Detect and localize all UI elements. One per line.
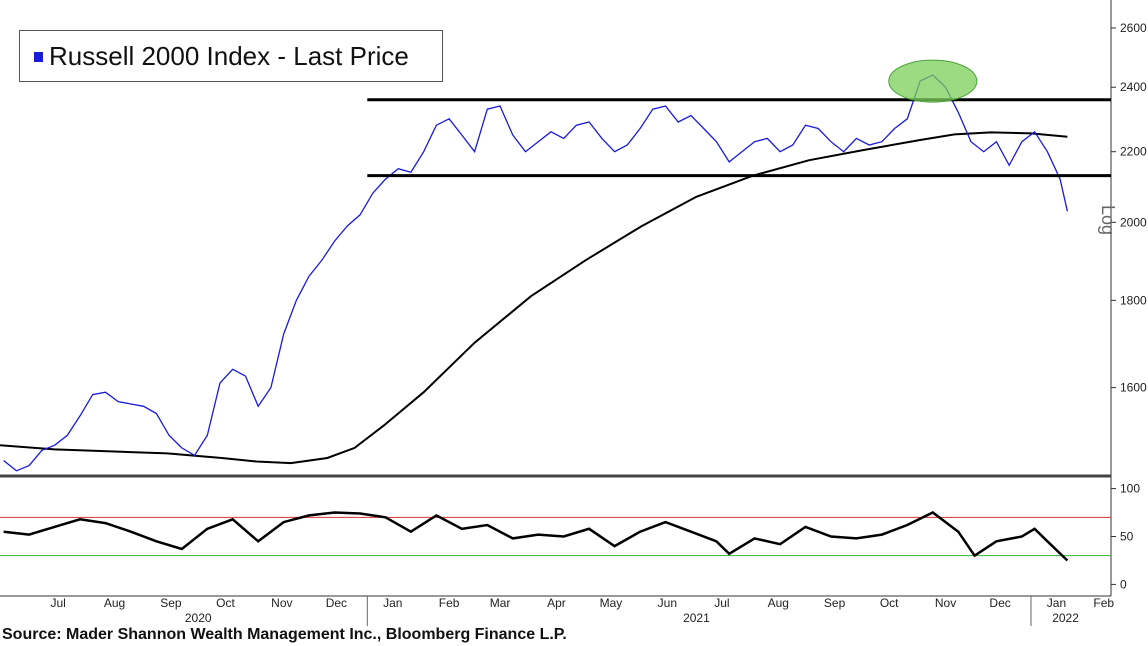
y-tick-label: 1800 — [1120, 293, 1147, 307]
x-tick-label: Sep — [160, 596, 182, 610]
x-tick-label: Dec — [989, 596, 1010, 610]
y-tick-label: 2400 — [1120, 80, 1147, 94]
x-tick-label: Aug — [104, 596, 125, 610]
osc-y-tick-label: 0 — [1120, 577, 1127, 591]
y-tick-label: 1600 — [1120, 381, 1147, 395]
x-tick-label: Jul — [714, 596, 729, 610]
x-tick-label: Jul — [51, 596, 66, 610]
moving-average-line — [0, 131, 1068, 465]
x-year-label: 2020 — [185, 611, 212, 625]
x-year-label: 2022 — [1052, 611, 1079, 625]
x-tick-label: Feb — [1093, 596, 1114, 610]
source-note: Source: Mader Shannon Wealth Management … — [2, 626, 567, 643]
x-tick-label: Oct — [216, 596, 235, 610]
x-tick-label: Jan — [1047, 596, 1066, 610]
x-tick-label: Nov — [935, 596, 956, 610]
y-tick-label: 2600 — [1120, 21, 1147, 35]
oscillator-line — [3, 511, 1069, 562]
osc-y-tick-label: 100 — [1120, 482, 1140, 496]
x-tick-label: Dec — [326, 596, 347, 610]
legend-swatch — [34, 52, 43, 62]
x-tick-label: Apr — [547, 596, 566, 610]
y-tick-label: 2200 — [1120, 145, 1147, 159]
x-tick-label: Sep — [824, 596, 846, 610]
x-tick-label: Jan — [383, 596, 402, 610]
x-tick-label: Mar — [490, 596, 511, 610]
osc-y-tick-label: 50 — [1120, 530, 1134, 544]
x-tick-label: May — [600, 596, 623, 610]
x-tick-label: Aug — [768, 596, 789, 610]
x-tick-label: Jun — [658, 596, 677, 610]
legend-label: Russell 2000 Index - Last Price — [49, 41, 409, 71]
y-tick-label: 2000 — [1120, 215, 1147, 229]
price-line — [3, 74, 1069, 472]
legend: Russell 2000 Index - Last Price — [19, 30, 443, 82]
x-tick-label: Feb — [439, 596, 460, 610]
x-tick-label: Nov — [271, 596, 292, 610]
x-year-label: 2021 — [683, 611, 710, 625]
highlight-ellipse — [888, 59, 978, 103]
x-tick-label: Oct — [880, 596, 899, 610]
y-axis-scale-label: Log — [1098, 205, 1118, 236]
